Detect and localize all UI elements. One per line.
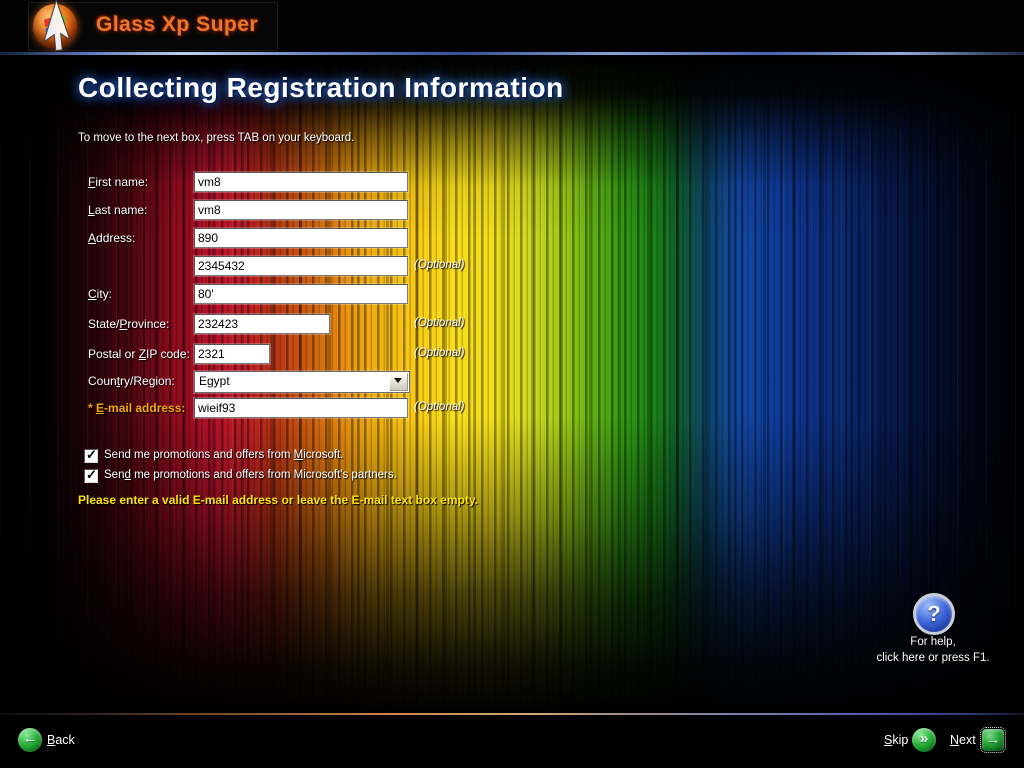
optional-tag-state: (Optional): [414, 317, 465, 329]
state-label: State/Province:: [88, 317, 170, 331]
dropdown-button[interactable]: [389, 373, 408, 391]
address-label: Address:: [88, 231, 136, 245]
app-title: Glass Xp Super: [96, 13, 259, 36]
email-input[interactable]: [194, 398, 408, 418]
instruction-text: To move to the next box, press TAB on yo…: [78, 132, 355, 144]
postal-input[interactable]: [194, 344, 270, 364]
optional-tag-email: (Optional): [414, 401, 465, 413]
footer-divider: [0, 713, 1024, 715]
arrow-right-icon: →: [985, 731, 1001, 748]
country-selected-value: Egypt: [199, 374, 230, 388]
optional-tag-address2: (Optional): [414, 259, 465, 271]
first-name-input[interactable]: [194, 172, 408, 192]
fast-forward-icon: »: [919, 730, 929, 747]
next-button[interactable]: →: [980, 727, 1006, 753]
arrow-left-icon: ←: [22, 730, 38, 747]
address2-input[interactable]: [194, 256, 408, 276]
help-text-line1[interactable]: For help,: [910, 636, 956, 648]
rainbow-background: [0, 55, 1024, 713]
optional-tag-postal: (Optional): [414, 347, 465, 359]
chevron-down-icon: [394, 378, 402, 383]
city-label: City:: [88, 287, 113, 301]
header-logo-panel: [28, 2, 278, 51]
email-label: * E-mail address:: [88, 401, 186, 415]
checkmark-icon: ✓: [86, 467, 97, 482]
city-input[interactable]: [194, 284, 408, 304]
question-mark-icon: ?: [927, 601, 941, 626]
address-input[interactable]: [194, 228, 408, 248]
checkmark-icon: ✓: [86, 447, 97, 462]
promos-microsoft-label: Send me promotions and offers from Micro…: [104, 449, 344, 461]
country-dropdown[interactable]: Egypt: [194, 371, 410, 393]
state-input[interactable]: [194, 314, 330, 334]
validation-message: Please enter a valid E-mail address or l…: [78, 493, 478, 507]
promos-partners-checkbox[interactable]: ✓: [84, 467, 98, 483]
help-button[interactable]: ?: [913, 593, 955, 635]
last-name-label: Last name:: [88, 203, 148, 217]
back-link[interactable]: Back: [47, 733, 75, 747]
help-text-line2[interactable]: click here or press F1.: [876, 652, 990, 664]
header-divider: [0, 52, 1024, 55]
header-bar: Glass Xp Super: [0, 0, 1024, 52]
next-link[interactable]: Next: [950, 733, 976, 747]
promos-microsoft-checkbox[interactable]: ✓: [84, 447, 98, 463]
last-name-input[interactable]: [194, 200, 408, 220]
postal-label: Postal or ZIP code:: [88, 347, 190, 361]
mouse-cursor-icon: [43, 0, 71, 52]
promos-partners-label: Send me promotions and offers from Micro…: [104, 469, 397, 481]
back-button[interactable]: ←: [18, 728, 42, 752]
footer-bar: ← Back Skip » Next →: [0, 715, 1024, 768]
page-title: Collecting Registration Information: [78, 72, 564, 103]
skip-button[interactable]: »: [912, 728, 936, 752]
country-label: Country/Region:: [88, 374, 175, 388]
skip-link[interactable]: Skip: [884, 733, 909, 747]
first-name-label: First name:: [88, 175, 149, 189]
